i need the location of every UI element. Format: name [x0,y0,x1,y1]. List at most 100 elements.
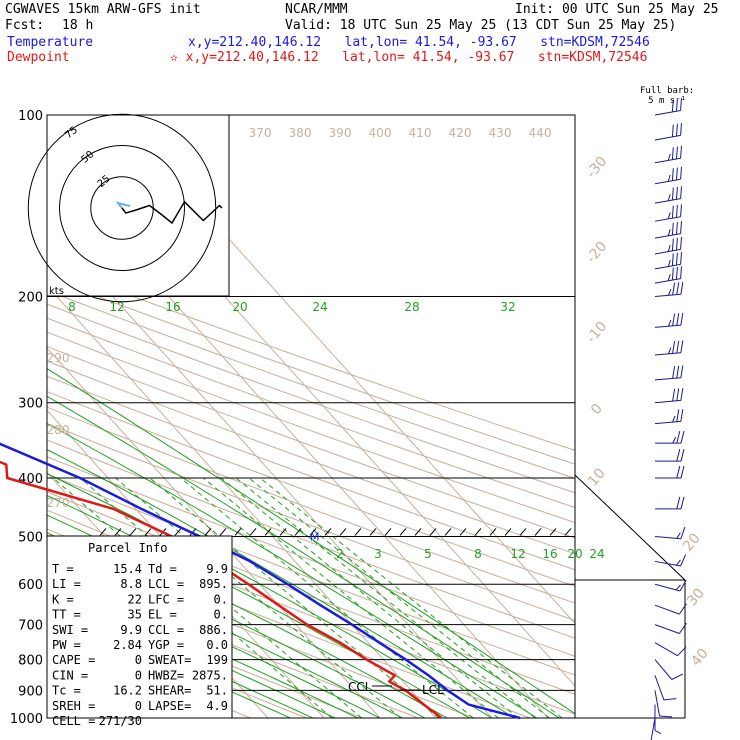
wind-barb-flag [678,622,687,634]
hatch-mark [429,528,437,536]
fcst-value: 18 h [62,18,94,33]
wind-barb-shaft [654,110,681,116]
parcel-info-cell: SWI = [52,623,88,637]
wind-barb-flag [678,603,687,615]
dry-adiabat-line [47,276,575,465]
wind-barb-flag [671,238,674,251]
barb-column-frame [574,474,686,719]
isotherm-line [47,285,437,718]
init-label: Init: 00 UTC Sun 25 May 25 [515,2,719,17]
mixing-ratio-label: 20 [232,300,247,314]
hatch-mark [234,528,242,536]
parcel-info-cell: 199 [206,653,228,667]
hatch-mark [489,528,497,536]
isotherm-label: 10 [585,465,609,489]
wind-barb-shaft [654,352,681,356]
wind-barb-flag [680,221,682,234]
wind-barb-shaft [654,198,681,204]
wind-barb-flag [676,313,680,326]
isotherm-line [47,409,325,718]
dry-adiabat-line [47,406,575,604]
wind-barb-flag [672,341,676,354]
dry-adiabat-line [47,567,419,718]
isotherm-label: 30 [684,585,708,609]
hatch-mark [534,528,542,536]
dry-adiabat-line [47,390,575,587]
wind-barb-flag [676,98,678,112]
hatch-mark [279,528,287,536]
hatch-mark [414,528,422,536]
wind-barb-flag [680,448,685,462]
parcel-info-cell: 15.4 [113,562,142,576]
parcel-info-cell: CAPE = [52,653,95,667]
parcel-info-cell: 35 [128,608,142,622]
parcel-info-cell: HWBZ= [148,668,184,682]
pressure-tick-label: 500 [18,530,43,545]
dry-adiabat-line [47,456,575,657]
hodograph-lowlevel-trace [115,201,131,209]
theta-label: 370 [249,126,272,140]
dry-adiabat-line [47,317,575,509]
wind-barb-flag [671,205,674,219]
wind-barb-flag [672,436,677,444]
parcel-info-cell: 2.84 [113,638,142,652]
mixing-ratio-label: 12 [510,547,525,561]
wind-barb-shaft [654,690,660,717]
wind-barb-flag [676,266,678,280]
wind-barb-flag [667,153,671,161]
wind-barb-flag [676,388,680,401]
wind-barb-flag [679,579,687,592]
wind-barb-flag [667,174,671,182]
wind-barb-flag [680,554,687,567]
hatch-mark [384,528,392,536]
wind-barb-flag [680,409,684,422]
wind-barb-flag [680,237,682,250]
hodograph-ring [59,145,185,271]
ccl-label: CCL [348,680,372,694]
wind-barb-flag [680,98,682,111]
wind-barb-flag [680,252,682,265]
moist-adiabat-line [47,587,336,718]
pressure-tick-label: 100 [18,109,43,124]
wind-barb-shaft [654,233,681,239]
wind-barb-flag [680,166,682,180]
parcel-info-cell: PW = [52,638,81,652]
dry-adiabat-line [47,473,575,676]
wind-barb-flag [667,245,671,252]
wind-barb-flag [671,253,674,266]
mixing-ratio-label: 24 [312,300,327,314]
wind-barb-shaft [654,324,681,328]
temperature-legend: Temperature [7,35,94,50]
wind-barb-flag [668,347,672,354]
mixing-ratio-label: 16 [165,300,180,314]
hatch-mark [204,528,212,536]
parcel-info-cell: 0 [135,699,142,713]
parcel-info-cell: LAPSE= [148,699,191,713]
wind-barb-flag [672,313,676,326]
dewpoint-location: ✫ x,y=212.40,146.12 lat,lon= 41.54, -93.… [170,50,648,65]
wind-barb-shaft [654,178,681,185]
parcel-info-cell: Td = [148,562,177,576]
wind-barb-flag [676,186,678,200]
hatch-mark [519,528,527,536]
parcel-info-cell: 16.2 [113,684,142,698]
wind-barb-flag [672,388,676,402]
wind-barb-flag [667,212,671,219]
dry-adiabat-line [47,422,575,621]
wind-barb-flag [659,715,672,718]
wind-barb-flag [668,319,672,327]
parcel-info-cell: TT = [52,608,81,622]
wind-barb-flag [676,123,678,137]
theta-label: 400 [369,126,392,140]
mixing-ratio-label: 5 [424,547,432,561]
wind-barb-flag [680,430,685,444]
theta-label: 380 [289,126,312,140]
parcel-info-cell: 895. [199,577,228,591]
parcel-info-cell: T = [52,562,74,576]
hatch-mark [114,528,122,536]
mixing-ratio-line [259,477,563,718]
hatch-mark [174,528,182,536]
mixing-ratio-label: 16 [542,547,557,561]
parcel-info-cell: 9.9 [120,623,142,637]
parcel-info-cell: SHEAR= [148,684,191,698]
